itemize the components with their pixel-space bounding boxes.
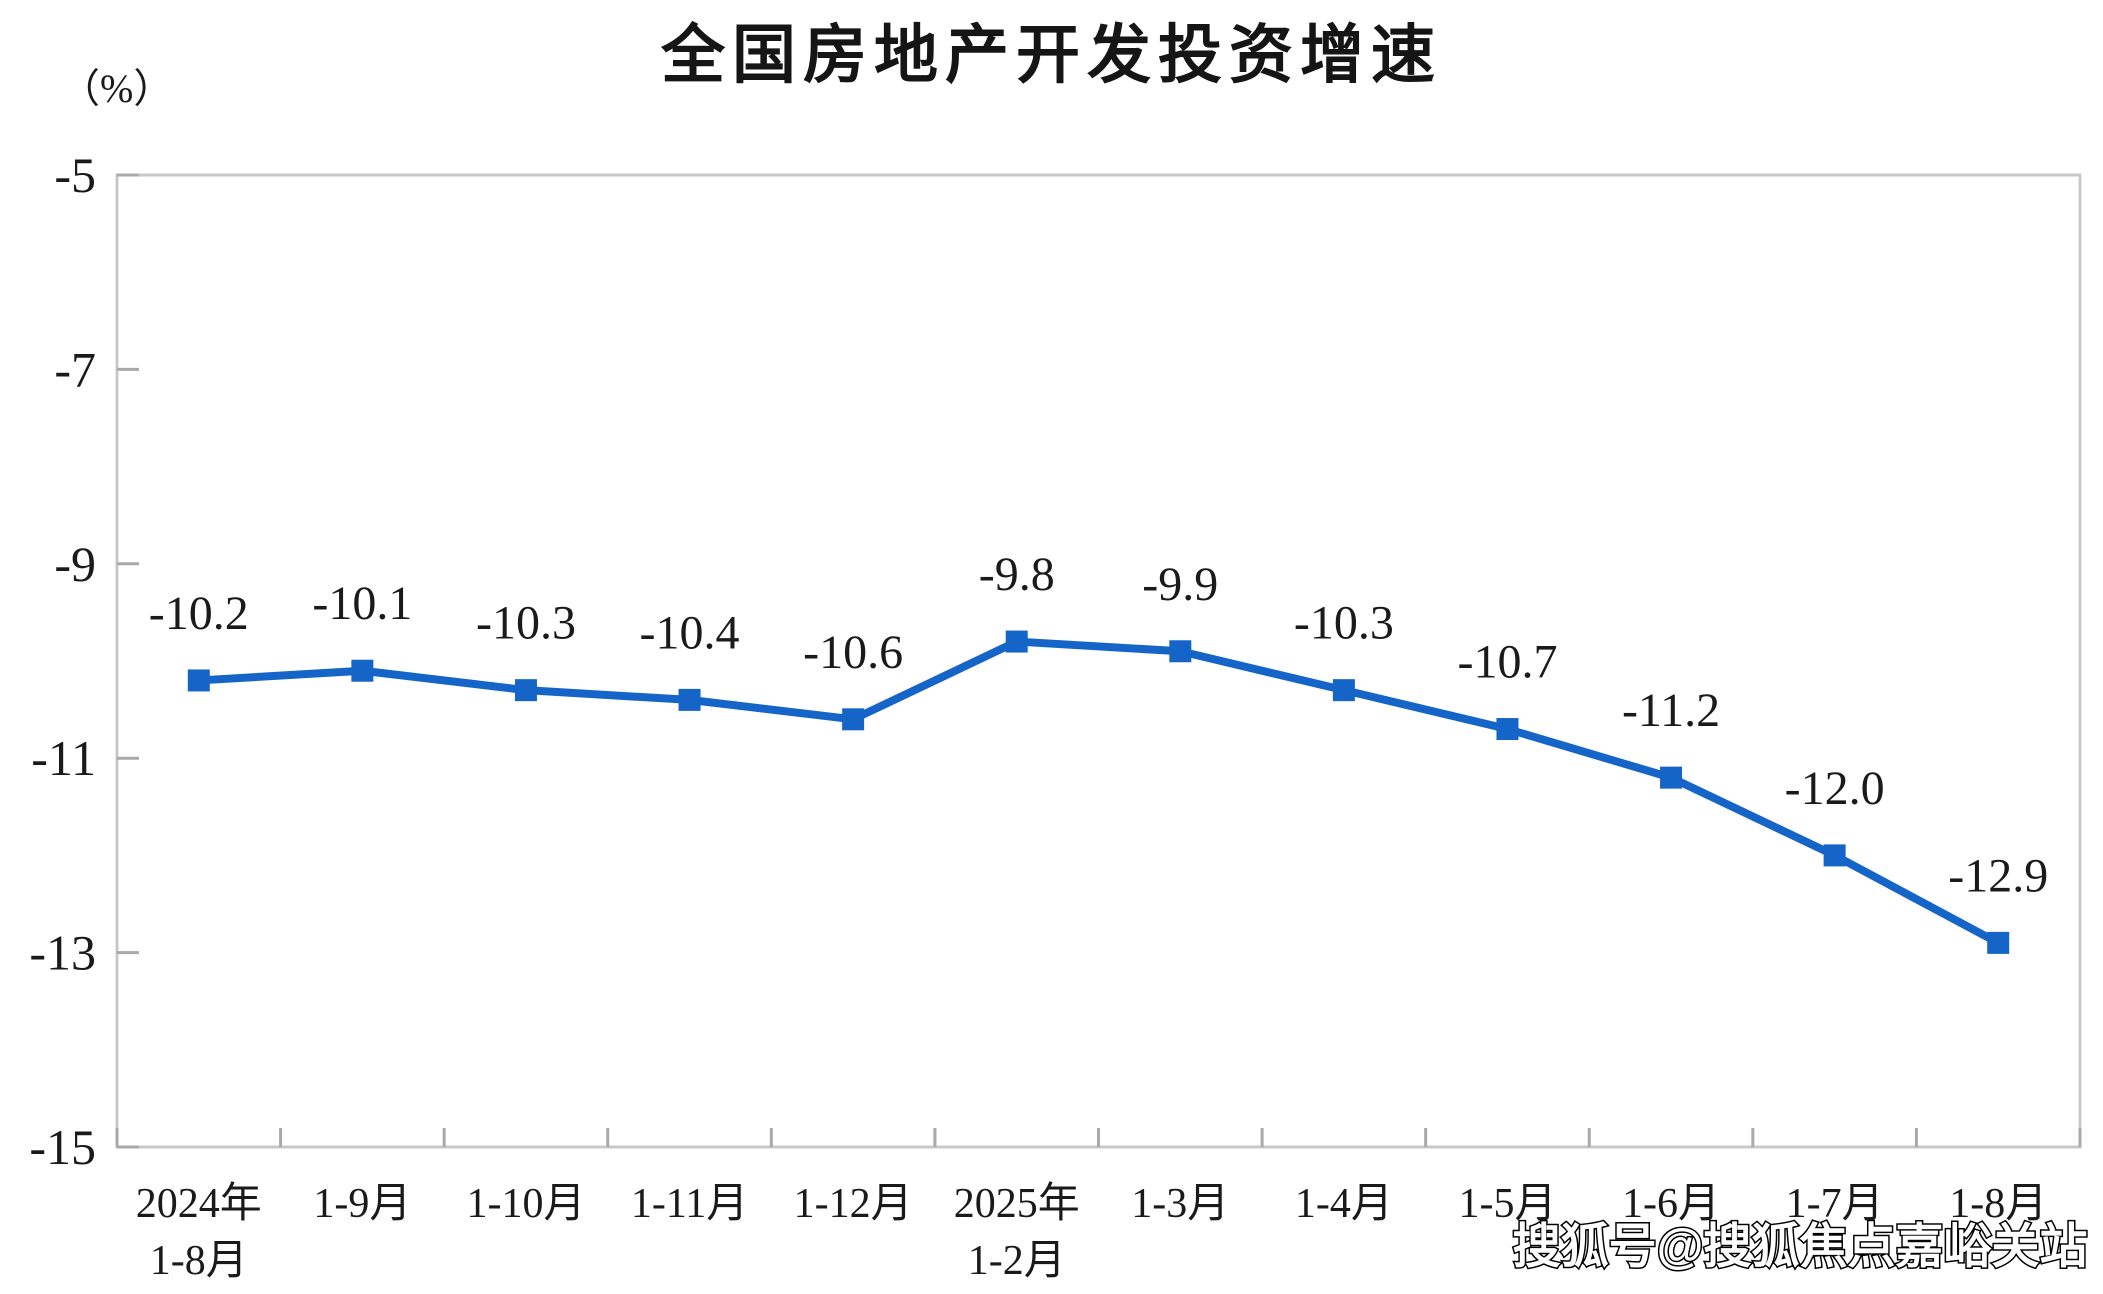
x-axis-label: 1-8月	[1949, 1181, 2047, 1227]
x-axis-label-line2: 1-2月	[968, 1238, 1066, 1284]
data-point-label: -12.9	[1948, 849, 2048, 902]
data-point-label: -11.2	[1622, 684, 1720, 737]
x-axis-label: 1-3月	[1131, 1181, 1229, 1227]
data-point-label: -12.0	[1785, 762, 1885, 815]
series-line	[194, 637, 2003, 947]
data-point-label: -10.1	[312, 577, 412, 630]
x-axis-label: 1-9月	[313, 1181, 411, 1227]
y-axis-tick-label: -9	[54, 536, 96, 592]
data-point-label: -10.3	[1294, 597, 1394, 650]
x-axis-label: 1-7月	[1786, 1181, 1884, 1227]
y-axis-tick-label: -15	[29, 1119, 96, 1175]
data-point-label: -10.4	[640, 606, 740, 659]
data-point-label: -10.3	[476, 597, 576, 650]
data-point-marker	[514, 679, 537, 702]
data-point-marker	[1496, 718, 1519, 741]
data-point-marker	[1987, 931, 2010, 954]
data-point-marker	[1169, 640, 1192, 663]
x-axis-label: 1-12月	[794, 1181, 913, 1227]
data-point-label: -9.9	[1142, 558, 1218, 611]
plot-border	[115, 173, 2082, 1149]
data-point-marker	[351, 659, 374, 682]
watermark-text: 搜狐号@搜狐焦点嘉峪关站	[1513, 1221, 2088, 1274]
data-point-label: -10.2	[149, 587, 249, 640]
data-point-marker	[842, 708, 865, 731]
data-point-marker	[1332, 679, 1355, 702]
data-point-label: -10.7	[1457, 636, 1557, 689]
x-axis-label-line2: 1-8月	[150, 1238, 248, 1284]
data-point-marker	[1005, 630, 1028, 653]
y-axis-tick-label: -5	[54, 147, 96, 203]
data-point-label: -10.6	[803, 626, 903, 679]
data-point-marker	[1823, 844, 1846, 867]
data-point-marker	[187, 669, 210, 692]
data-point-marker	[678, 688, 701, 711]
y-axis-tick-label: -11	[31, 730, 96, 786]
chart-title: 全国房地产开发投资增速	[661, 19, 1442, 91]
data-point-marker	[1660, 766, 1683, 789]
y-axis-unit-label: （%）	[60, 66, 174, 111]
x-axis-label: 1-5月	[1458, 1181, 1556, 1227]
y-axis-tick-label: -7	[54, 341, 96, 397]
x-axis-label: 2025年	[954, 1180, 1080, 1227]
x-axis-label: 1-10月	[466, 1181, 585, 1227]
x-axis-label: 1-6月	[1622, 1181, 1720, 1227]
x-axis-label: 2024年	[136, 1180, 262, 1227]
x-axis-label: 1-11月	[631, 1181, 748, 1227]
x-axis-label: 1-4月	[1295, 1181, 1393, 1227]
data-point-label: -9.8	[979, 548, 1055, 601]
y-axis-tick-label: -13	[29, 925, 96, 981]
